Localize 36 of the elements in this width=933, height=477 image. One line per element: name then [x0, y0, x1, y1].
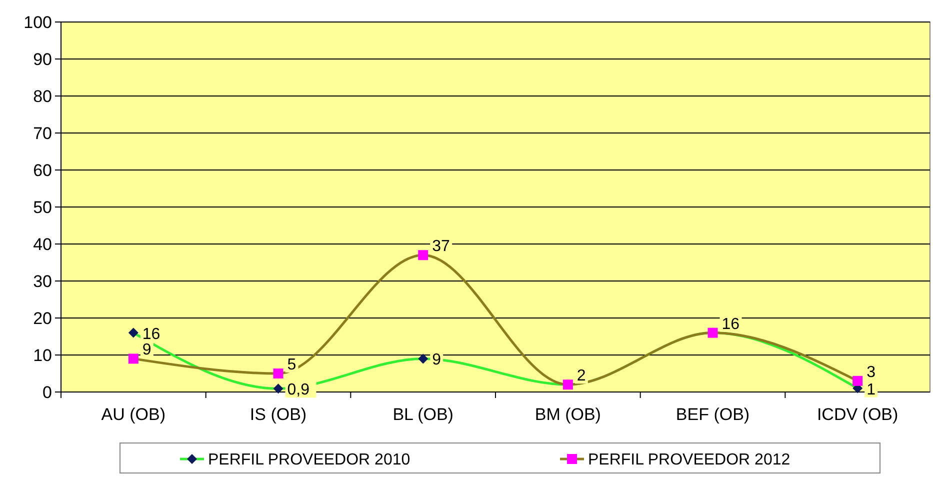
- y-tick-label: 80: [33, 86, 52, 106]
- y-tick-label: 60: [33, 160, 52, 180]
- x-tick-label: BL (OB): [392, 405, 454, 424]
- x-tick-label: IS (OB): [250, 405, 307, 424]
- point: [418, 250, 428, 260]
- point: [128, 328, 138, 338]
- data-label: 0,9: [287, 382, 310, 399]
- data-label: 9: [142, 342, 152, 359]
- data-label: 16: [142, 326, 160, 343]
- legend-label: PERFIL PROVEEDOR 2012: [588, 452, 790, 469]
- y-tick-label: 70: [33, 124, 52, 143]
- data-label: 2: [576, 368, 586, 385]
- y-tick-label: 50: [33, 198, 52, 217]
- point: [273, 384, 284, 394]
- y-tick-label: 0: [42, 382, 52, 402]
- x-tick-label: BEF (OB): [676, 405, 750, 424]
- y-tick-label: 100: [24, 12, 52, 32]
- data-label: 3: [866, 364, 876, 381]
- x-tick-label: BM (OB): [534, 405, 601, 424]
- data-label: 1: [866, 381, 876, 398]
- y-tick-label: 10: [33, 346, 52, 365]
- y-tick-label: 30: [33, 272, 52, 291]
- data-label: 37: [432, 238, 450, 256]
- x-tick-label: AU (OB): [101, 405, 166, 424]
- point: [128, 354, 138, 364]
- y-tick-label: 40: [33, 234, 52, 254]
- data-label: 9: [432, 352, 442, 369]
- legend-label: PERFIL PROVEEDOR 2010: [208, 452, 410, 469]
- data-label: 16: [722, 316, 740, 333]
- y-tick-label: 20: [33, 308, 52, 328]
- point: [273, 368, 284, 378]
- x-tick-label: ICDV (OB): [816, 405, 898, 424]
- point: [852, 376, 863, 386]
- point: [418, 354, 428, 364]
- data-label: 5: [287, 356, 296, 374]
- y-tick-label: 90: [33, 50, 52, 69]
